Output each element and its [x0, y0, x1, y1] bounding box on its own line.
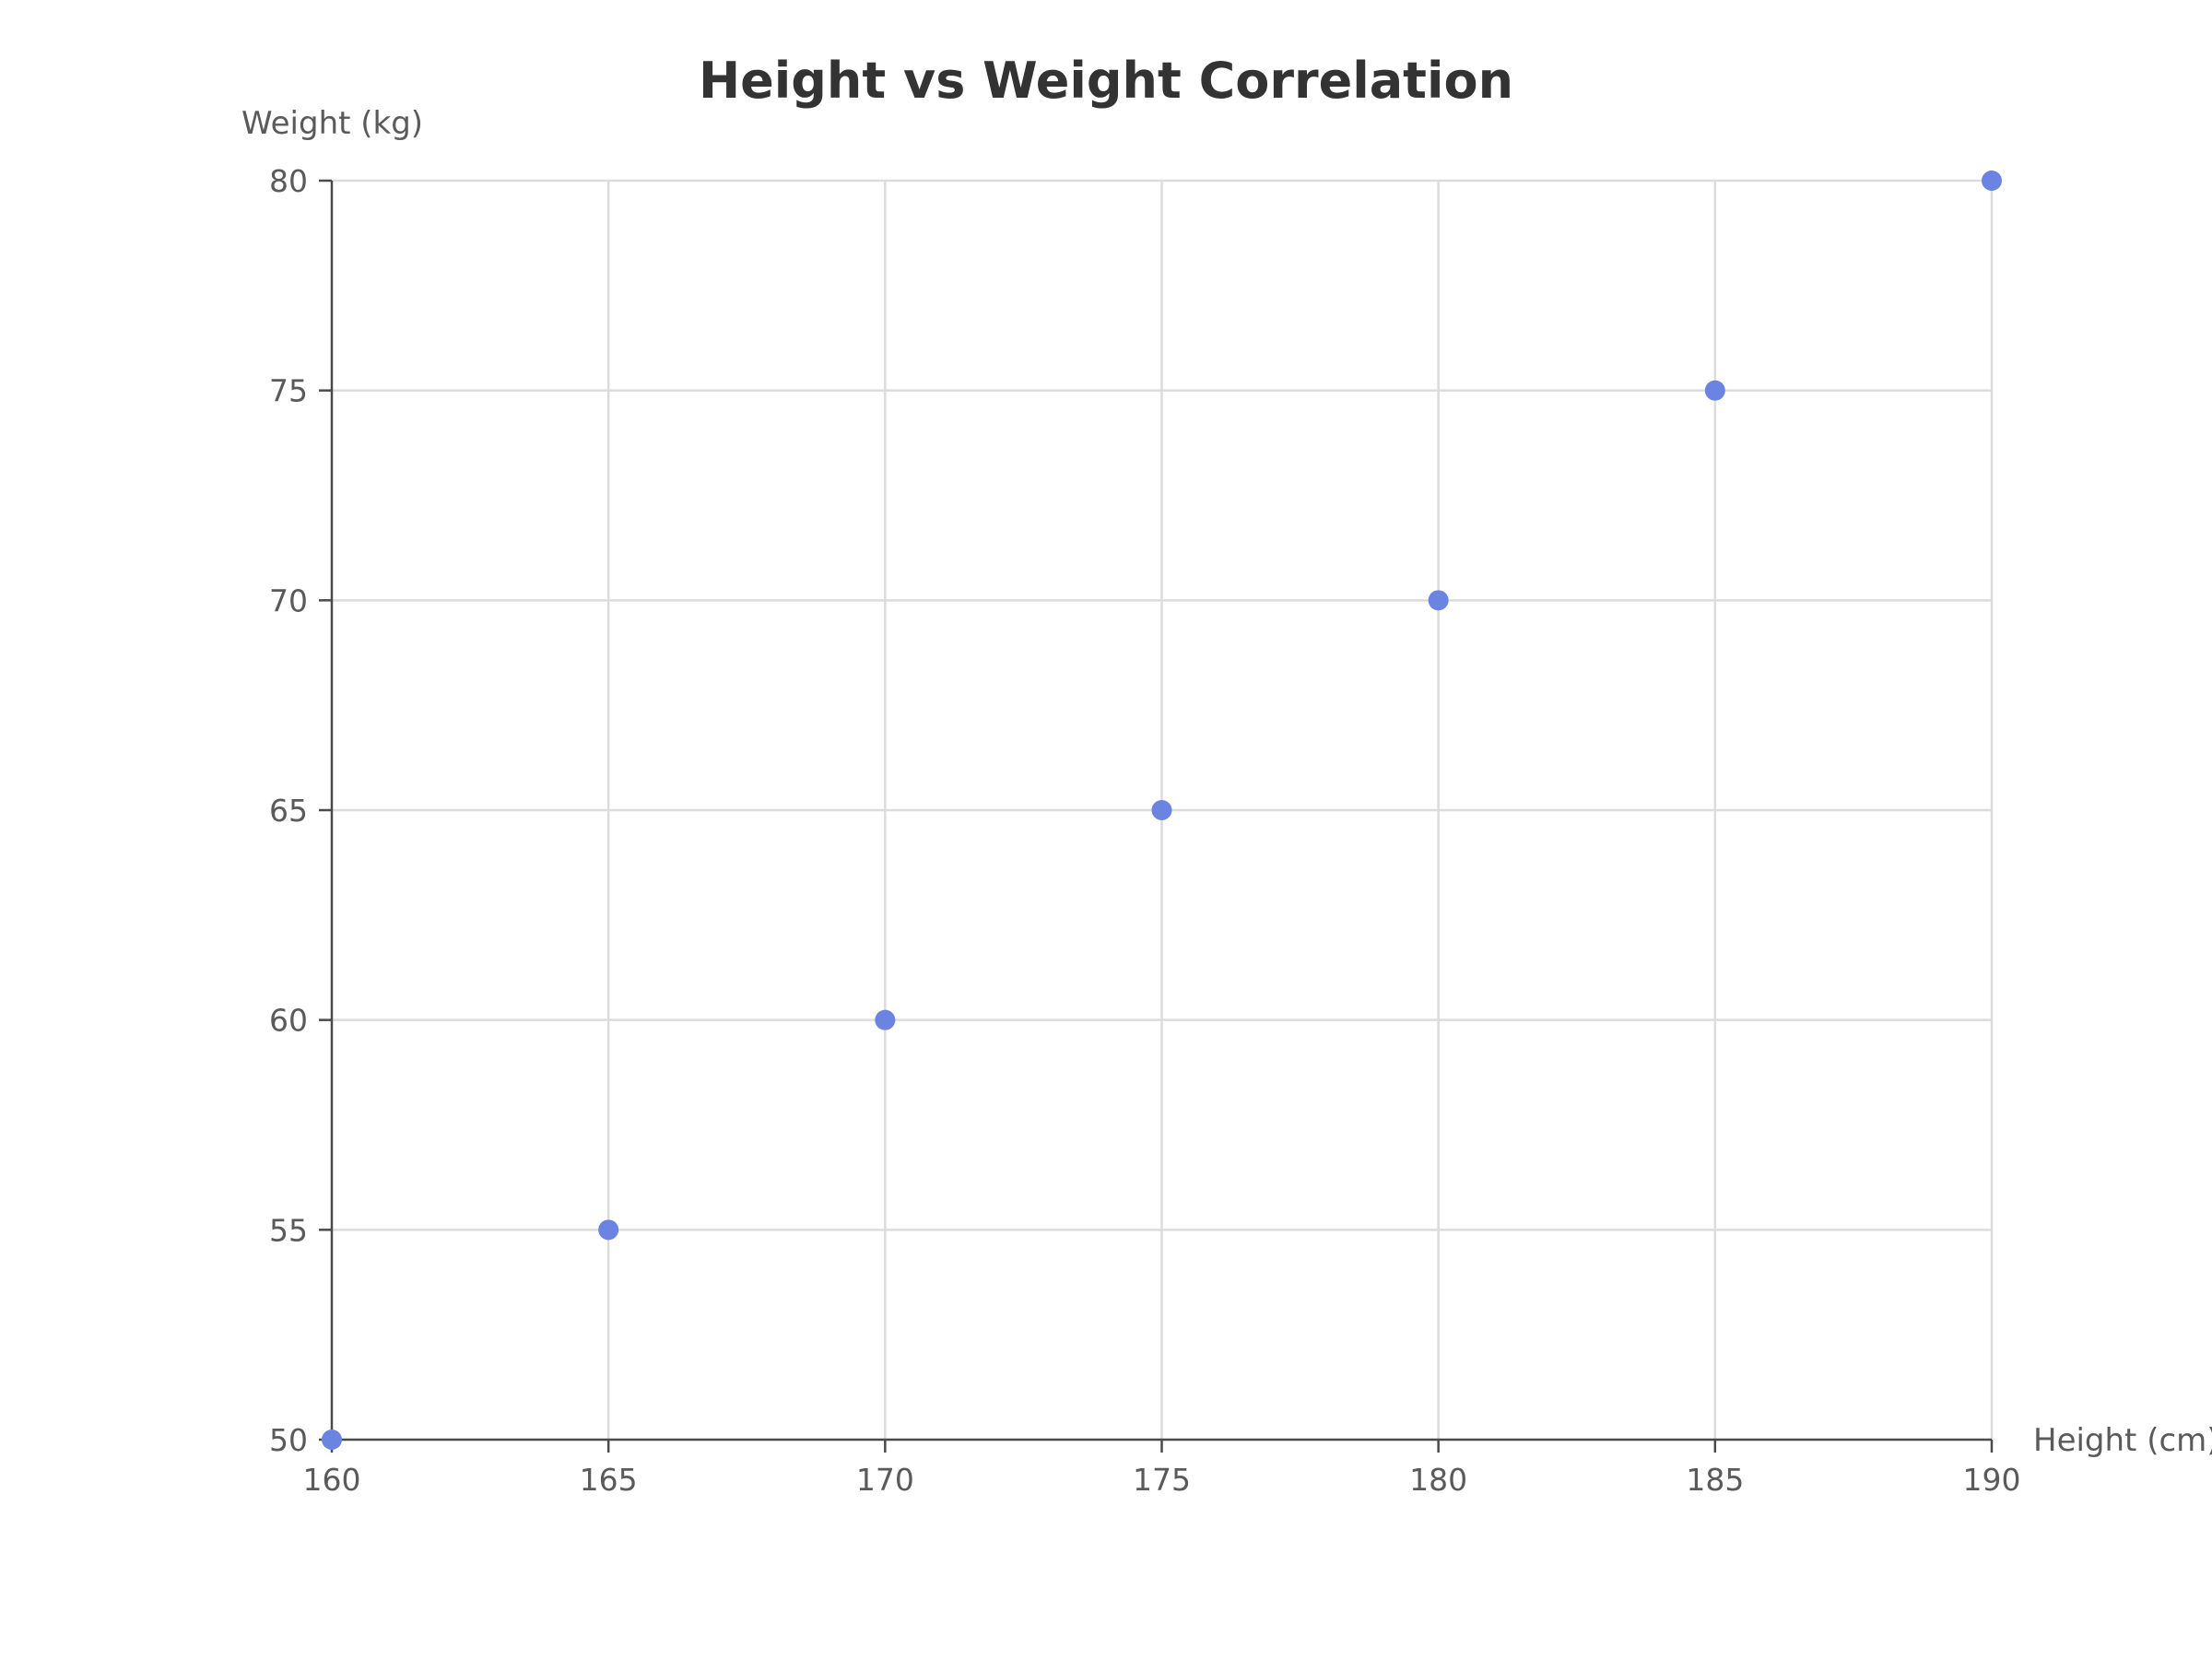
y-tick-label: 60	[269, 1003, 308, 1039]
data-point	[1428, 590, 1449, 611]
data-point	[322, 1430, 342, 1450]
data-points	[322, 171, 2002, 1450]
chart-title: Height vs Weight Correlation	[699, 52, 1513, 110]
x-tick-label: 180	[1409, 1462, 1467, 1498]
x-tick-label: 170	[856, 1462, 914, 1498]
y-axis-label: Weight (kg)	[241, 105, 423, 142]
data-point	[1982, 171, 2002, 191]
axes	[319, 179, 1994, 1453]
x-tick-label: 160	[303, 1462, 361, 1498]
tick-labels: 160 165 170 175 180 185 190 50 55 60 65 70 75 80	[269, 163, 2021, 1498]
x-tick-label: 175	[1133, 1462, 1191, 1498]
data-point	[598, 1219, 619, 1241]
y-tick-label: 70	[269, 582, 308, 618]
y-tick-label: 80	[269, 163, 308, 199]
x-tick-label: 185	[1686, 1462, 1744, 1498]
y-tick-label: 65	[269, 793, 308, 829]
y-tick-label: 75	[269, 373, 308, 409]
x-axis-label: Height (cm)	[2033, 1422, 2212, 1459]
x-tick-label: 165	[580, 1462, 638, 1498]
x-tick-label: 190	[1963, 1462, 2021, 1498]
y-tick-label: 55	[269, 1212, 308, 1248]
y-tick-label: 50	[269, 1422, 308, 1458]
data-point	[1704, 380, 1725, 401]
data-point	[875, 1009, 896, 1030]
data-point	[1151, 800, 1172, 820]
